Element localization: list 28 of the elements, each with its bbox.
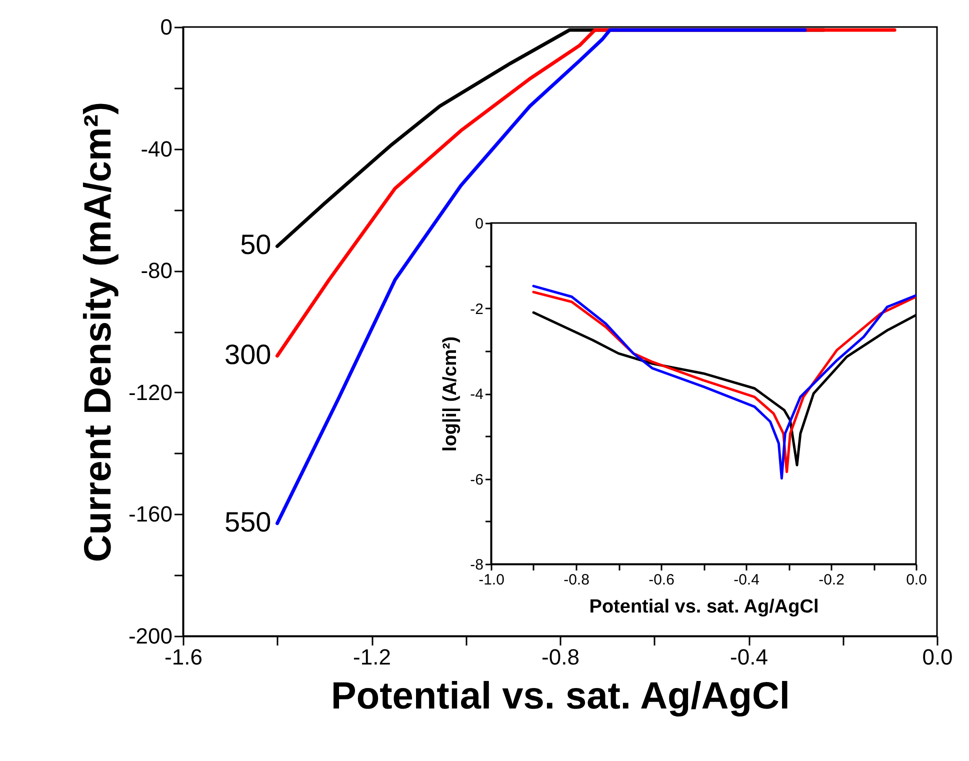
- y-tick-label: -80: [140, 258, 172, 284]
- x-tick-label: -1.0: [478, 572, 504, 588]
- y-tick-label: -6: [470, 471, 484, 488]
- x-tick-label: -1.2: [353, 644, 391, 670]
- x-tick-label: 0.0: [906, 572, 927, 588]
- x-tick-label: -0.2: [818, 572, 844, 588]
- x-axis-title: Potential vs. sat. Ag/AgCl: [589, 596, 819, 618]
- x-tick-label: -0.4: [730, 644, 768, 670]
- series-label: 300: [224, 338, 272, 370]
- x-tick-label: -0.8: [542, 644, 580, 670]
- x-axis-title: Potential vs. sat. Ag/AgCl: [331, 676, 790, 718]
- y-tick-label: -2: [470, 300, 484, 318]
- x-tick-label: -0.4: [734, 572, 760, 588]
- y-tick-label: -40: [140, 136, 172, 162]
- y-tick-label: 0: [475, 216, 484, 232]
- series-label: 50: [240, 229, 272, 260]
- x-tick-label: -0.8: [564, 572, 590, 588]
- y-tick-label: -160: [128, 502, 172, 527]
- y-axis-title: Current Density (mA/cm²): [77, 102, 120, 562]
- line-series: [276, 28, 807, 526]
- x-tick-label: -0.6: [648, 572, 674, 588]
- y-axis-title: log|i| (A/cm²): [440, 336, 462, 452]
- y-tick-label: -120: [128, 380, 172, 405]
- y-tick-label: -8: [470, 556, 484, 574]
- x-tick-label: 0.0: [922, 644, 953, 670]
- y-tick-label: 0: [160, 14, 172, 40]
- series-label: 550: [224, 506, 272, 538]
- y-tick-label: -4: [470, 386, 484, 403]
